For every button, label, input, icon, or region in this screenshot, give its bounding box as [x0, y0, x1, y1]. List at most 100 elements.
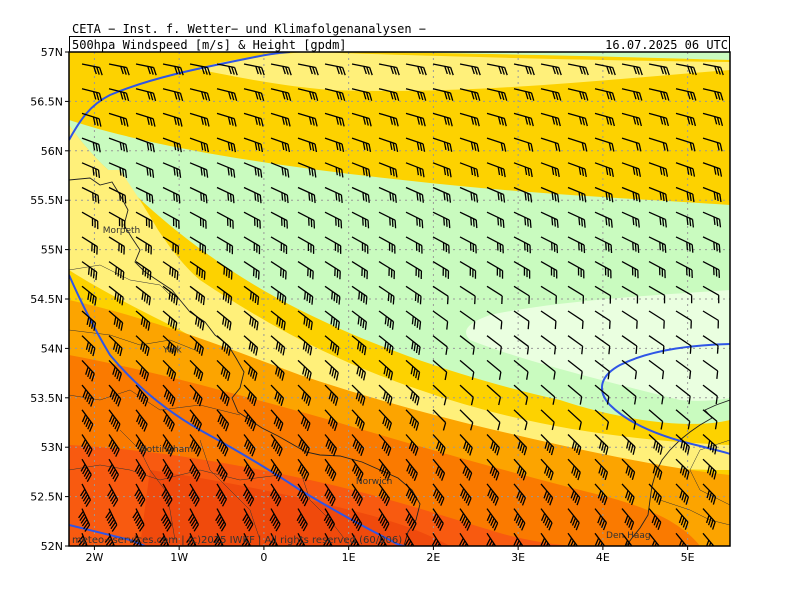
wind-barb — [702, 335, 719, 354]
wind-barb — [243, 310, 259, 331]
wind-barb — [189, 186, 208, 204]
wind-barb — [269, 508, 281, 532]
wind-barb — [162, 285, 179, 306]
wind-barb — [540, 63, 562, 76]
wind-barb — [135, 211, 153, 229]
wind-barb — [351, 434, 365, 457]
wind-barb — [216, 335, 232, 356]
wind-barb — [594, 483, 608, 506]
wind-barb — [594, 137, 615, 152]
wind-barb — [567, 508, 580, 531]
wind-barb — [405, 335, 421, 355]
wind-barb — [702, 211, 722, 228]
y-tick-label: 54.5N — [30, 293, 63, 306]
wind-barb — [648, 335, 665, 354]
wind-barb — [594, 186, 614, 203]
wind-barb — [540, 112, 561, 127]
wind-barb — [108, 285, 124, 306]
wind-barb — [215, 483, 227, 507]
wind-barb — [108, 211, 126, 230]
wind-barb — [270, 211, 288, 229]
wind-barb — [513, 409, 528, 431]
wind-barb — [270, 434, 283, 457]
wind-barb — [162, 384, 176, 407]
wind-barb — [702, 384, 718, 405]
wind-barb — [621, 211, 640, 228]
wind-barb — [378, 88, 400, 101]
wind-barb — [297, 112, 318, 127]
wind-barb — [135, 384, 149, 407]
wind-barb — [432, 236, 450, 254]
wind-barb — [648, 458, 663, 480]
wind-barb — [621, 310, 638, 329]
wind-barb — [567, 162, 587, 178]
wind-barb — [105, 508, 118, 532]
wind-barb — [324, 137, 345, 153]
wind-barb — [270, 88, 292, 101]
wind-barb — [108, 434, 120, 457]
wind-barb — [432, 285, 449, 305]
wind-barb — [135, 137, 155, 153]
wind-barb — [189, 236, 207, 255]
wind-barb — [405, 186, 424, 203]
wind-barb — [189, 434, 202, 457]
wind-barb — [81, 434, 93, 457]
wind-barb — [189, 335, 204, 356]
wind-barb — [189, 359, 204, 382]
wind-barb — [405, 458, 418, 481]
wind-barb — [108, 384, 122, 407]
wind-barb — [162, 359, 177, 382]
wind-barb — [486, 88, 508, 101]
wind-barb — [270, 359, 285, 381]
wind-barb — [648, 434, 663, 455]
wind-barb — [459, 335, 475, 355]
wind-barb — [405, 261, 423, 279]
y-tick-label: 56N — [41, 145, 63, 158]
header-valid-time: 16.07.2025 06 UTC — [605, 38, 728, 52]
wind-barb — [270, 261, 287, 280]
wind-barb — [324, 112, 345, 127]
wind-barb — [675, 112, 697, 127]
wind-barb — [567, 137, 588, 152]
height-contour-east — [601, 343, 730, 455]
wind-barb — [243, 137, 264, 153]
wind-barb — [160, 508, 172, 532]
wind-barb — [297, 434, 310, 457]
wind-barb — [189, 88, 211, 102]
wind-barb — [459, 63, 481, 76]
wind-barb — [162, 162, 182, 178]
wind-barb — [270, 63, 292, 76]
wind-barb — [486, 384, 502, 406]
wind-barb — [675, 532, 688, 546]
wind-barb — [297, 261, 314, 280]
wind-barb — [513, 162, 533, 178]
wind-barb — [432, 483, 445, 506]
wind-barb — [216, 359, 231, 382]
y-tick-label: 52N — [41, 540, 63, 553]
wind-barb — [621, 186, 641, 203]
wind-barb — [432, 458, 446, 481]
wind-barb — [432, 137, 453, 152]
wind-barb — [242, 483, 255, 507]
wind-barb — [459, 434, 473, 456]
wind-barb — [432, 359, 448, 381]
wind-barb — [459, 508, 472, 531]
wind-barb — [702, 458, 717, 480]
wind-barb — [189, 409, 202, 432]
x-tick-label: 2E — [426, 551, 440, 564]
header-institute: CETA − Inst. f. Wetter− und Klimafolgena… — [72, 22, 427, 36]
wind-barb — [351, 359, 366, 381]
wind-barb — [675, 409, 691, 430]
wind-barb — [324, 483, 336, 507]
wind-barb — [324, 310, 340, 331]
wind-barb — [81, 359, 95, 382]
height-contours — [69, 52, 730, 546]
wind-barb — [648, 236, 667, 253]
wind-barb — [378, 112, 399, 127]
wind-barb — [594, 458, 609, 481]
wind-barb — [297, 285, 314, 305]
wind-barb — [459, 186, 479, 203]
wind-barb — [135, 186, 154, 204]
footer-credit: meteo−services.com | (c)2025 IWKF | All … — [72, 535, 402, 546]
wind-barb — [621, 409, 637, 430]
